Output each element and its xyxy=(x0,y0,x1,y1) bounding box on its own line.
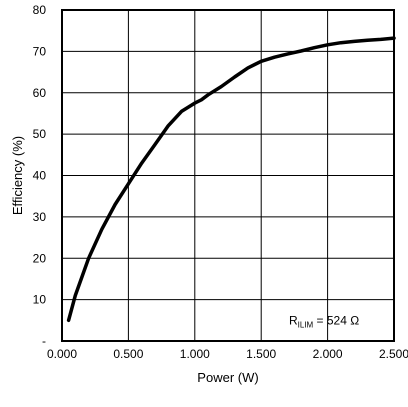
x-tick-label: 1.000 xyxy=(180,347,210,361)
y-tick-label: 10 xyxy=(33,293,47,307)
y-tick-label: - xyxy=(42,334,46,348)
x-tick-label: 1.500 xyxy=(246,347,276,361)
annotation-layer: RILIM = 524 Ω xyxy=(289,313,359,329)
y-tick-label: 60 xyxy=(33,86,47,100)
x-tick-label: 2.000 xyxy=(313,347,343,361)
x-tick-label: 0.000 xyxy=(47,347,77,361)
y-tick-label: 50 xyxy=(33,127,47,141)
x-tick-label: 2.500 xyxy=(379,347,408,361)
grid-layer xyxy=(62,10,394,341)
line-layer xyxy=(66,36,396,323)
rilim-annotation: RILIM = 524 Ω xyxy=(289,313,359,329)
y-tick-label: 30 xyxy=(33,210,47,224)
annotation-prefix: R xyxy=(289,313,298,327)
x-axis-label: Power (W) xyxy=(197,370,258,385)
y-tick-label: 70 xyxy=(33,44,47,58)
plot-frame xyxy=(61,9,395,342)
y-tick-label: 80 xyxy=(33,3,47,17)
y-tick-label: 40 xyxy=(33,169,47,183)
efficiency-series-line xyxy=(66,36,396,323)
y-axis-label: Efficiency (%) xyxy=(10,136,25,215)
tick-layer: 0.000 0.500 1.000 1.500 2.000 2.500 - 10 20 30 40 5… xyxy=(33,3,408,361)
y-tick-label: 20 xyxy=(33,251,47,265)
x-tick-label: 0.500 xyxy=(113,347,143,361)
annotation-suffix: = 524 Ω xyxy=(313,313,359,327)
annotation-subscript: ILIM xyxy=(298,320,314,329)
